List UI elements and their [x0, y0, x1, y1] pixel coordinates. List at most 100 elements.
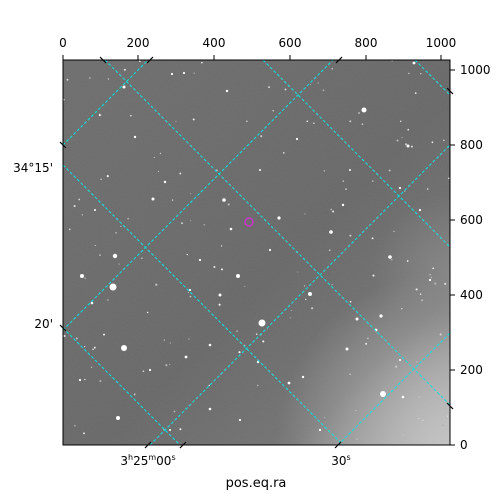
star — [301, 375, 305, 379]
faint-star — [186, 253, 188, 256]
faint-star — [415, 288, 418, 291]
faint-star — [115, 231, 118, 234]
faint-star — [153, 156, 155, 158]
star — [116, 416, 120, 420]
faint-star — [297, 271, 299, 273]
faint-star — [179, 172, 182, 175]
faint-star — [396, 139, 399, 142]
faint-star — [68, 228, 71, 231]
faint-star — [81, 214, 83, 216]
faint-star — [94, 244, 96, 247]
faint-star — [155, 283, 158, 286]
faint-star — [208, 384, 210, 387]
star — [295, 137, 299, 141]
faint-star — [420, 72, 422, 75]
star — [406, 144, 410, 148]
faint-star — [203, 223, 205, 226]
faint-star — [99, 254, 101, 256]
star — [308, 292, 312, 296]
star — [398, 186, 402, 190]
faint-star — [246, 120, 248, 123]
faint-star — [179, 428, 182, 431]
faint-star — [410, 145, 413, 148]
faint-star — [74, 425, 76, 427]
faint-star — [443, 139, 445, 142]
faint-star — [371, 180, 374, 183]
y-tick-label: 0 — [460, 438, 468, 452]
faint-star — [419, 293, 422, 296]
faint-star — [130, 114, 132, 117]
star — [163, 180, 167, 184]
star — [259, 169, 261, 171]
faint-star — [289, 317, 291, 319]
faint-star — [266, 328, 269, 330]
star — [277, 216, 281, 220]
faint-star — [267, 86, 271, 89]
faint-star — [63, 334, 66, 338]
faint-star — [83, 432, 85, 435]
coordinate-grid — [63, 60, 450, 445]
x-axis-title: pos.eq.ra — [226, 476, 287, 491]
y-tick-label: 800 — [460, 138, 483, 152]
faint-star — [163, 339, 165, 341]
star — [198, 258, 202, 262]
faint-star — [90, 366, 93, 369]
faint-star — [282, 152, 285, 154]
y-tick-label: 600 — [460, 213, 483, 227]
faint-star — [367, 337, 369, 340]
star — [94, 209, 96, 211]
faint-star — [322, 89, 325, 92]
faint-star — [304, 298, 307, 301]
faint-star — [146, 311, 149, 314]
faint-star — [331, 68, 333, 70]
faint-star — [220, 245, 223, 247]
faint-star — [446, 415, 448, 417]
faint-star — [165, 364, 168, 367]
y-tick-label: 400 — [460, 288, 483, 302]
faint-star — [159, 152, 162, 155]
star — [208, 343, 212, 347]
faint-star — [406, 260, 409, 262]
faint-star — [127, 217, 130, 220]
faint-star — [262, 340, 265, 343]
faint-star — [422, 419, 424, 421]
star — [236, 274, 240, 278]
faint-star — [190, 193, 192, 195]
faint-star — [142, 370, 145, 373]
star — [379, 314, 383, 318]
faint-star — [390, 258, 393, 261]
x-tick-label: 600 — [279, 36, 302, 50]
faint-star — [171, 199, 174, 201]
faint-star — [103, 333, 105, 336]
x-tick-label: 800 — [355, 36, 378, 50]
faint-star — [407, 128, 410, 131]
faint-star — [213, 265, 216, 269]
faint-star — [257, 384, 259, 387]
faint-star — [431, 141, 434, 144]
star — [318, 428, 322, 432]
star — [169, 429, 171, 431]
star — [225, 89, 229, 93]
star — [222, 198, 226, 202]
faint-star — [324, 416, 326, 418]
dec-tick-label: 34°15' — [13, 161, 53, 175]
faint-star — [163, 429, 165, 431]
faint-star — [358, 111, 361, 115]
faint-star — [421, 299, 424, 302]
faint-star — [439, 333, 442, 336]
faint-star — [356, 438, 358, 440]
star — [148, 368, 152, 372]
faint-star — [345, 188, 347, 191]
faint-star — [169, 342, 171, 344]
faint-star — [418, 396, 421, 399]
faint-star — [238, 351, 241, 354]
faint-star — [303, 285, 306, 287]
star — [80, 274, 84, 278]
faint-star — [188, 338, 190, 340]
faint-star — [393, 230, 395, 233]
plot-frame — [62, 59, 451, 446]
faint-star — [66, 78, 69, 81]
faint-star — [388, 169, 391, 172]
faint-star — [310, 84, 312, 86]
faint-star — [430, 276, 432, 278]
